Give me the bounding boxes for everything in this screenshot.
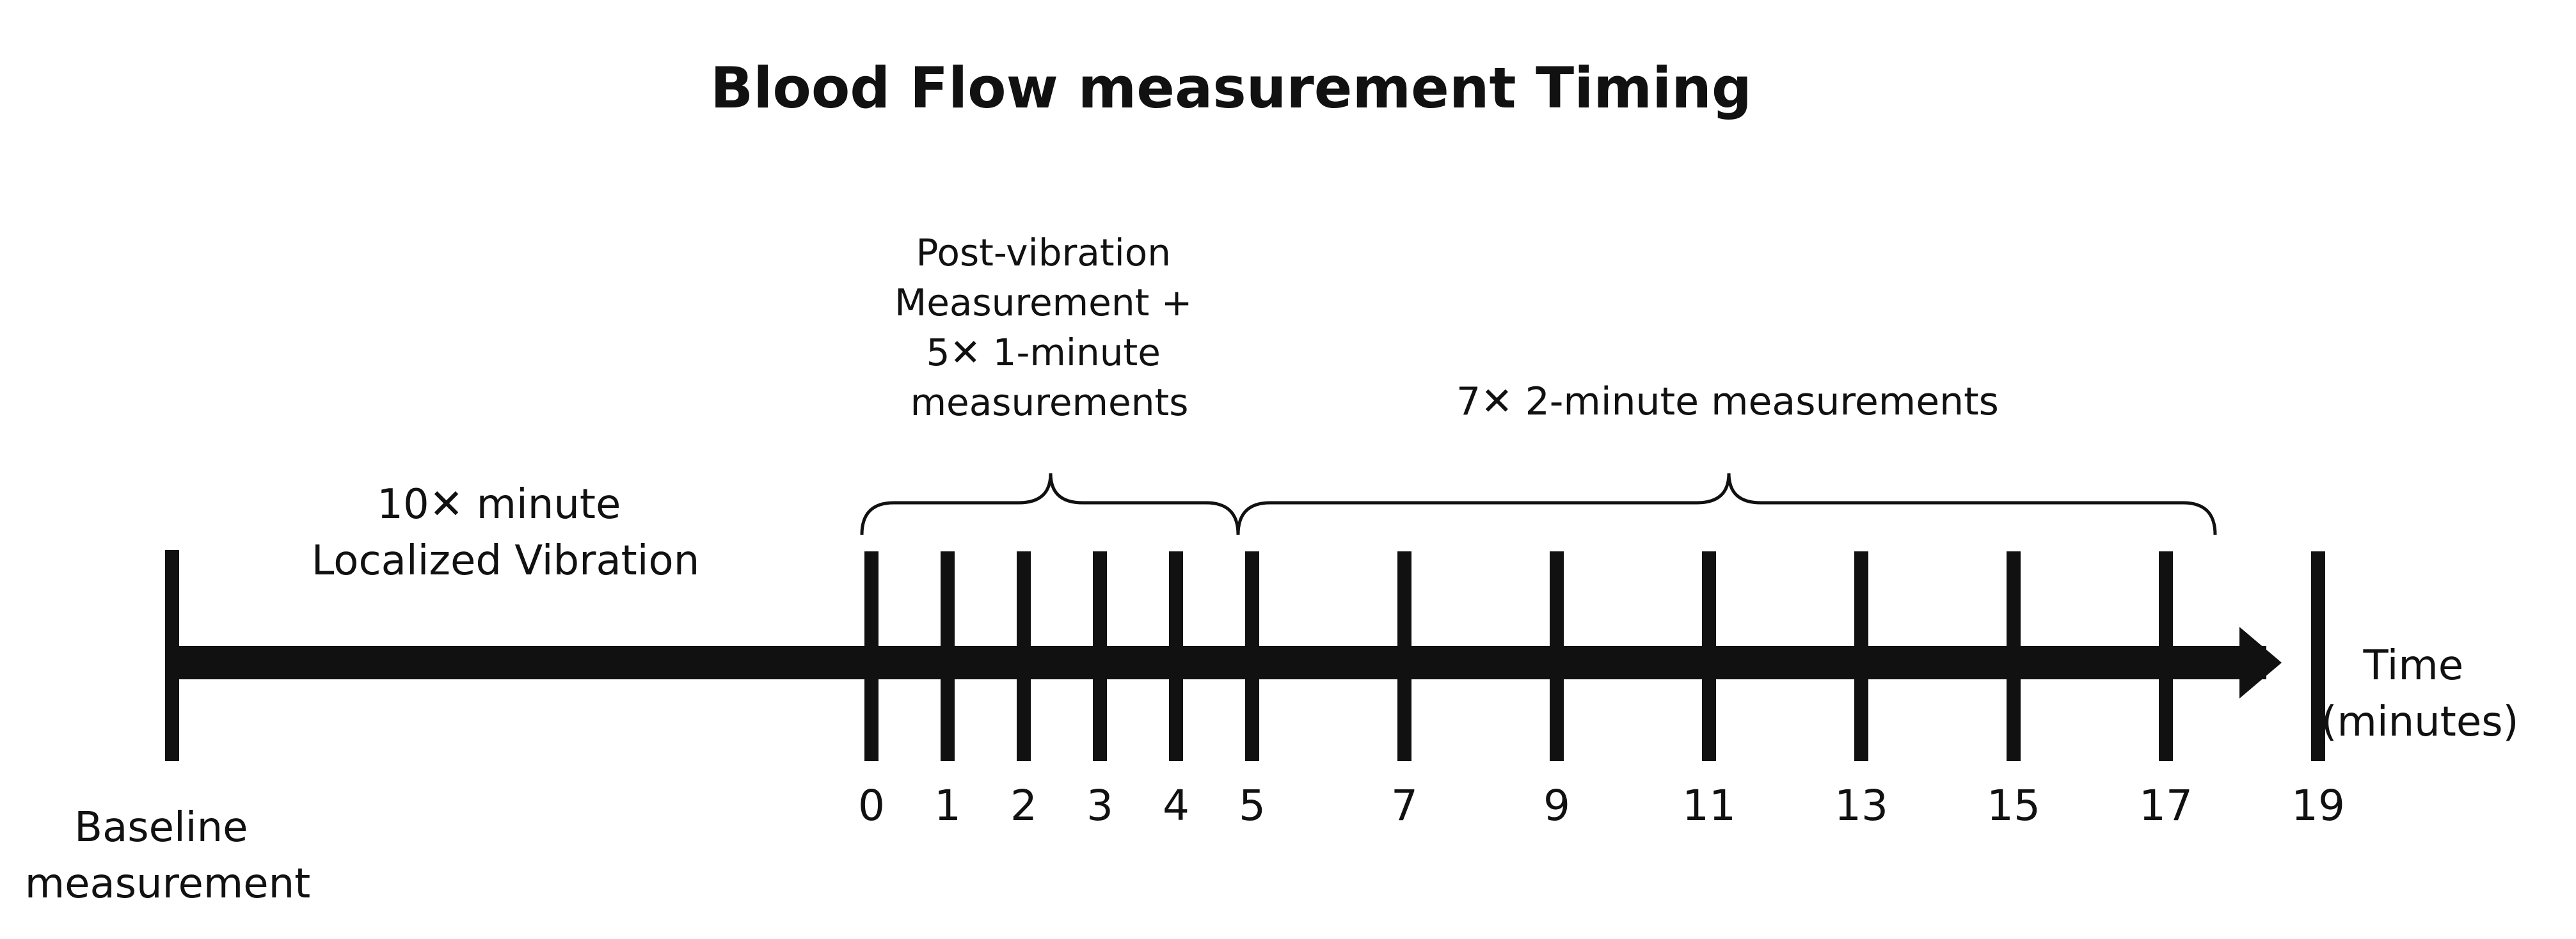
time-axis-label-line1: Time [2363,642,2464,690]
time-axis-label: Time (minutes) [2321,642,2519,746]
tick-mark-11 [1702,551,1716,761]
post-vibration-line2: Measurement + [894,281,1192,324]
tick-label-0: 0 [858,781,885,830]
baseline-label: Baseline measurement [25,804,311,908]
tick-label-9: 9 [1543,781,1570,830]
post-vibration-label: Post-vibration Measurement + 5✕ 1-minute… [894,231,1204,424]
baseline-label-line2: measurement [25,860,311,908]
post-vibration-line3: 5✕ 1-minute [926,331,1161,374]
baseline-label-line1: Baseline [74,804,248,851]
tick-mark-19 [2311,551,2325,761]
tick-label-3: 3 [1086,781,1113,830]
tick-mark-1 [941,551,955,761]
tick-mark-7 [1397,551,1411,761]
time-axis-line [168,646,2266,679]
tick-mark-13 [1854,551,1868,761]
tick-mark-17 [2159,551,2173,761]
vibration-label-line1: 10✕ minute [377,481,621,528]
tick-label-5: 5 [1239,781,1266,830]
two-minute-brace [1236,473,2217,535]
vibration-label: 10✕ minute Localized Vibration [312,481,700,585]
tick-mark-3 [1093,551,1107,761]
tick-mark-2 [1017,551,1031,761]
tick-label-13: 13 [1834,781,1888,830]
post-vibration-line1: Post-vibration [916,231,1171,274]
tick-label-19: 19 [2291,781,2345,830]
time-axis-arrowhead [2239,627,2282,698]
tick-mark-9 [1550,551,1564,761]
tick-mark-5 [1245,551,1259,761]
vibration-label-line2: Localized Vibration [312,537,700,585]
tick-label-17: 17 [2139,781,2193,830]
tick-mark-4 [1169,551,1183,761]
tick-label-7: 7 [1391,781,1418,830]
time-axis-label-line2: (minutes) [2321,698,2519,746]
tick-label-2: 2 [1010,781,1037,830]
diagram-title: Blood Flow measurement Timing [710,55,1752,121]
minute-ticks: 0 1 2 3 4 5 7 9 11 13 15 17 19 [858,551,2345,830]
tick-label-1: 1 [934,781,961,830]
tick-label-15: 15 [1987,781,2040,830]
baseline-tick [165,550,179,761]
tick-label-4: 4 [1163,781,1189,830]
tick-mark-15 [2007,551,2021,761]
tick-label-11: 11 [1682,781,1736,830]
two-minute-label: 7✕ 2-minute measurements [1456,379,1999,424]
post-vibration-brace [860,473,1240,535]
post-vibration-line4: measurements [910,381,1189,424]
tick-mark-0 [864,551,879,761]
